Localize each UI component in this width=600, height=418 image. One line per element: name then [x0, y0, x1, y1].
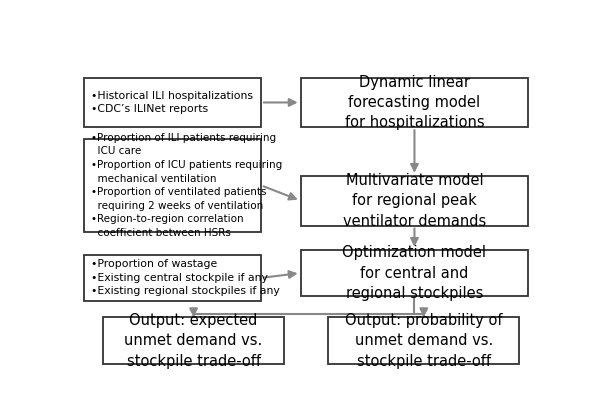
Bar — [301, 176, 529, 226]
Bar — [328, 317, 519, 364]
Bar — [301, 250, 529, 296]
Text: Output: expected
unmet demand vs.
stockpile trade-off: Output: expected unmet demand vs. stockp… — [124, 313, 263, 369]
Bar — [301, 77, 529, 127]
Text: Dynamic linear
forecasting model
for hospitalizations: Dynamic linear forecasting model for hos… — [344, 74, 484, 130]
Bar — [103, 317, 284, 364]
Bar — [84, 77, 261, 127]
Text: •Historical ILI hospitalizations
•CDC’s ILINet reports: •Historical ILI hospitalizations •CDC’s … — [91, 91, 253, 114]
Text: •Proportion of ILI patients requiring
  ICU care
•Proportion of ICU patients req: •Proportion of ILI patients requiring IC… — [91, 133, 283, 238]
Bar — [84, 139, 261, 232]
Text: Multivariate model
for regional peak
ventilator demands: Multivariate model for regional peak ven… — [343, 173, 486, 229]
Text: Optimization model
for central and
regional stockpiles: Optimization model for central and regio… — [343, 245, 487, 301]
Text: Output: probability of
unmet demand vs.
stockpile trade-off: Output: probability of unmet demand vs. … — [345, 313, 503, 369]
Bar — [84, 255, 261, 301]
Text: •Proportion of wastage
•Existing central stockpile if any
•Existing regional sto: •Proportion of wastage •Existing central… — [91, 259, 280, 296]
